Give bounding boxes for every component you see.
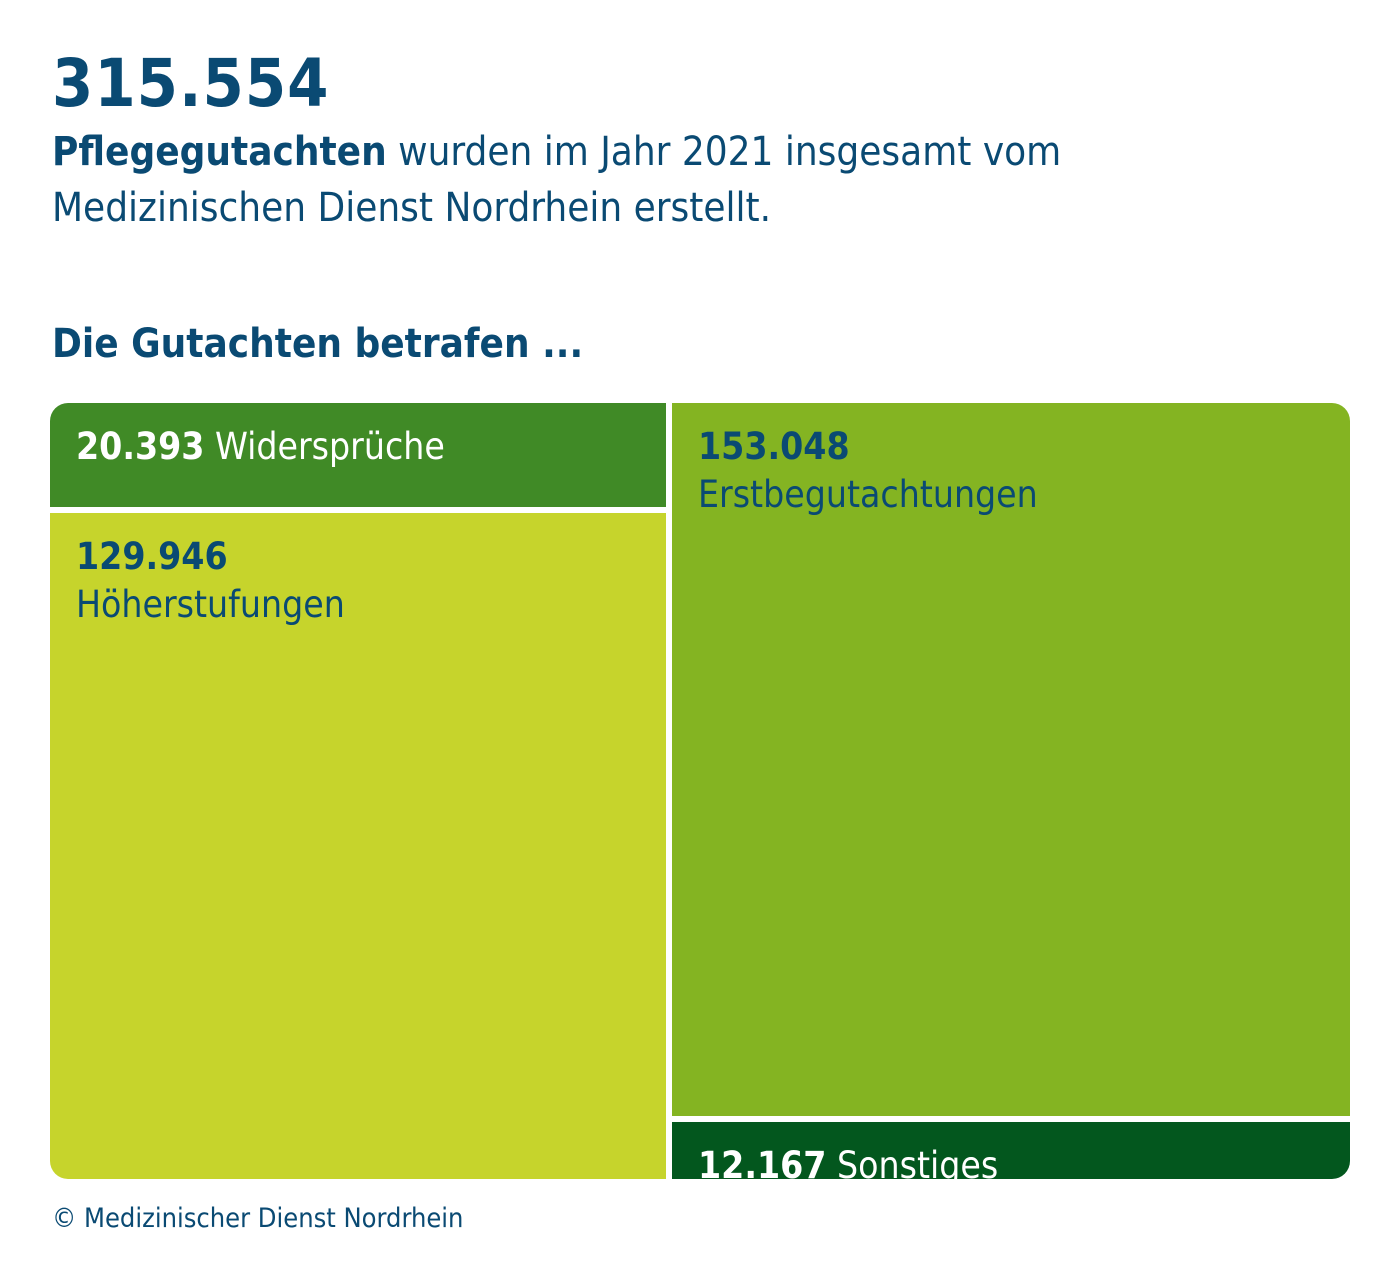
tile-sonstiges: 12.167 Sonstiges [672, 1122, 1350, 1179]
tile-label: Höherstufungen [76, 583, 345, 626]
tile-label: Widersprüche [215, 425, 445, 468]
tile-value: 12.167 [698, 1144, 827, 1179]
tile-value: 129.946 [76, 535, 228, 578]
description-bold: Pflegegutachten [52, 129, 387, 175]
treemap-chart: 20.393 Widersprüche 129.946 Höherstufungen 1… [50, 403, 1350, 1179]
tile-widersprueche: 20.393 Widersprüche [50, 403, 666, 507]
tile-label: Sonstiges [837, 1144, 999, 1179]
tile-value: 20.393 [76, 425, 205, 468]
tile-erstbegutachtungen: 153.048 Erstbegutachtungen [672, 403, 1350, 1116]
total-count: 315.554 [52, 45, 330, 122]
source-credit: © Medizinischer Dienst Nordrhein [52, 1203, 464, 1234]
description-rest: wurden im Jahr 2021 insgesamt vom Medizi… [52, 129, 1062, 231]
tile-label: Erstbegutachtungen [698, 473, 1038, 516]
description: Pflegegutachten wurden im Jahr 2021 insg… [52, 124, 1302, 236]
tile-hoeherstufungen: 129.946 Höherstufungen [50, 513, 666, 1179]
section-heading: Die Gutachten betrafen ... [52, 321, 584, 367]
tile-value: 153.048 [698, 425, 850, 468]
